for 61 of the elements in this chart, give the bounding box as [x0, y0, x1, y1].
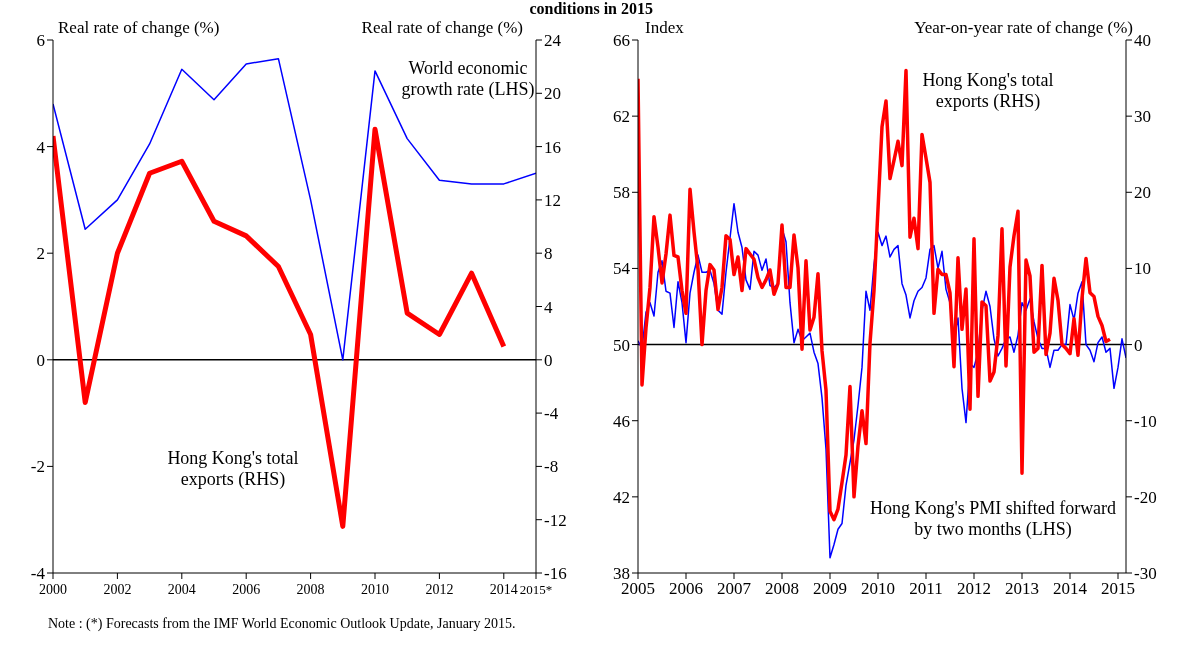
y-tick-label: 62	[613, 107, 630, 127]
y2-tick-label: -12	[544, 510, 567, 530]
x-tick-label: 2011	[909, 579, 943, 598]
y-tick-label: 2	[36, 244, 45, 264]
x-tick-label: 2014	[1053, 579, 1088, 598]
y-tick-label: 54	[613, 259, 631, 279]
x-tick-label: 2015*	[519, 582, 553, 597]
x-tick-label: 2015	[1101, 579, 1135, 598]
y2-tick-label: -20	[1134, 487, 1157, 507]
annotation: World economic growth rate (LHS)	[400, 58, 536, 100]
text: Note : (*) Forecasts from the IMF World Economic Outlook Update, January 2015.	[48, 616, 517, 633]
y2-tick-label: -30	[1134, 564, 1157, 584]
x-tick-label: 2010	[861, 579, 895, 598]
y2-tick-label: -4	[544, 404, 559, 424]
x-tick-label: 2014	[489, 582, 518, 597]
x-tick-label: 2009	[813, 579, 847, 598]
x-tick-label: 2013	[1005, 579, 1039, 598]
y2-tick-label: 0	[1134, 335, 1143, 355]
x-tick-label: 2012	[425, 582, 454, 597]
y2-axis-title: Real rate of change (%)	[361, 18, 523, 38]
y2-tick-label: 20	[544, 84, 561, 104]
y2-tick-label: 20	[1134, 183, 1151, 203]
y-tick-label: 46	[613, 411, 630, 431]
y2-tick-label: 24	[544, 31, 562, 51]
y-tick-label: -4	[30, 564, 46, 584]
y-tick-label: 6	[36, 31, 45, 51]
y-tick-label: 42	[613, 487, 630, 507]
y-axis-title: Index	[645, 18, 684, 38]
x-tick-label: 2008	[296, 582, 325, 597]
x-tick-label: 2002	[103, 582, 132, 597]
y-tick-label: 66	[613, 31, 630, 51]
y2-tick-label: -8	[544, 457, 559, 477]
annotation: Hong Kong's PMI shifted forward by two months (LHS)	[868, 498, 1118, 540]
x-tick-label: 2012	[957, 579, 991, 598]
annotation: Hong Kong's total exports (RHS)	[166, 448, 300, 490]
y-tick-label: 50	[613, 335, 630, 355]
y2-tick-label: 10	[1134, 259, 1151, 279]
y-tick-label: -2	[30, 457, 45, 477]
x-tick-label: 2000	[39, 582, 67, 597]
x-tick-label: 2004	[167, 582, 196, 597]
y2-tick-label: 0	[544, 350, 553, 370]
y2-tick-label: -16	[544, 564, 567, 584]
text: conditions in 2015	[529, 0, 653, 18]
x-tick-label: 2008	[765, 579, 799, 598]
y-axis-title: Real rate of change (%)	[58, 18, 220, 38]
x-tick-label: 2010	[361, 582, 389, 597]
x-tick-label: 2006	[669, 579, 703, 598]
y2-tick-label: 40	[1134, 31, 1151, 51]
y-tick-label: 4	[36, 137, 46, 157]
y2-tick-label: 16	[544, 137, 561, 157]
y2-tick-label: 30	[1134, 107, 1151, 127]
y-tick-label: 58	[613, 183, 630, 203]
y2-axis-title: Year-on-year rate of change (%)	[914, 18, 1133, 38]
x-tick-label: 2007	[717, 579, 752, 598]
y-tick-label: 0	[36, 350, 45, 370]
y2-tick-label: 12	[544, 190, 561, 210]
x-tick-label: 2006	[232, 582, 261, 597]
y2-tick-label: 8	[544, 244, 553, 264]
annotation: Hong Kong's total exports (RHS)	[921, 70, 1055, 112]
y2-tick-label: 4	[544, 297, 553, 317]
y2-tick-label: -10	[1134, 411, 1157, 431]
